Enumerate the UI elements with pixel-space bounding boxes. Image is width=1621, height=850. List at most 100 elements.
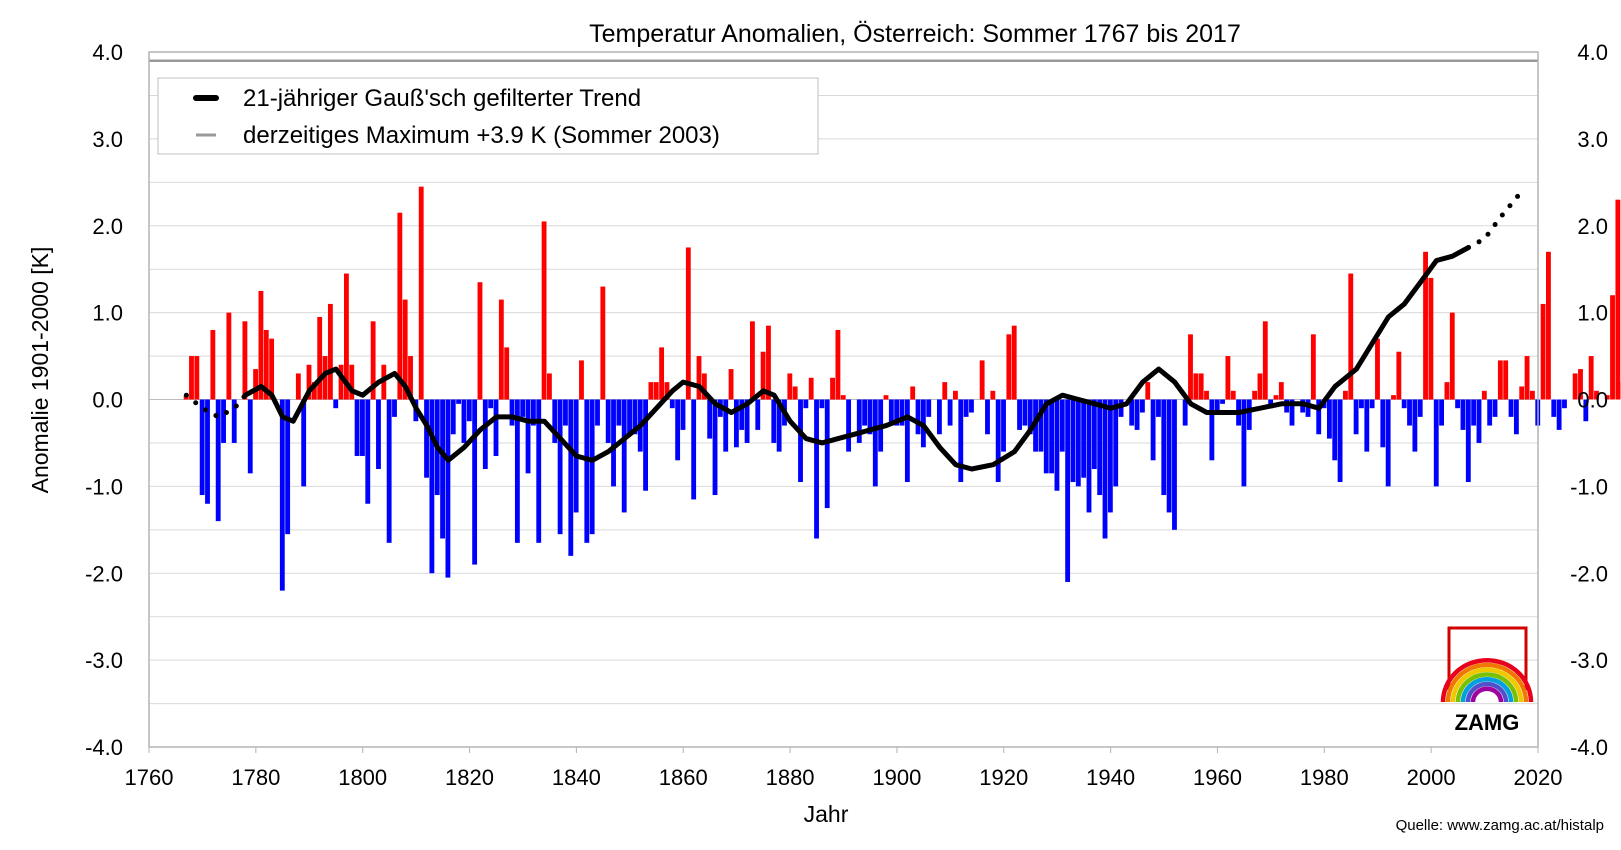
bar-1959 <box>1209 400 1214 461</box>
bar-1913 <box>964 400 969 417</box>
bar-1826 <box>499 300 504 400</box>
bar-2019 <box>1530 391 1535 400</box>
bar-1842 <box>584 400 589 543</box>
bar-1947 <box>1145 382 1150 399</box>
bar-1863 <box>697 356 702 399</box>
bar-2017 <box>1519 386 1524 399</box>
bar-1956 <box>1193 373 1198 399</box>
bar-1876 <box>766 326 771 400</box>
bar-1912 <box>958 400 963 483</box>
bar-1978 <box>1311 334 1316 399</box>
bar-1792 <box>317 317 322 400</box>
bar-1994 <box>1396 352 1401 400</box>
bar-1807 <box>397 213 402 400</box>
bar-1834 <box>542 221 547 399</box>
bar-1935 <box>1081 400 1086 478</box>
x-tick-label: 1840 <box>552 765 601 790</box>
bar-1781 <box>259 291 264 400</box>
x-tick-label: 1820 <box>445 765 494 790</box>
bar-1801 <box>365 400 370 504</box>
bar-1789 <box>301 400 306 487</box>
bar-2023 <box>1551 400 1556 417</box>
bar-2008 <box>1471 400 1476 426</box>
x-tick-label: 1900 <box>872 765 921 790</box>
bar-1771 <box>205 400 210 504</box>
bar-1798 <box>349 365 354 400</box>
bar-1916 <box>980 360 985 399</box>
bar-1889 <box>835 330 840 400</box>
bar-1894 <box>862 400 867 426</box>
bar-1825 <box>494 400 499 456</box>
x-tick-label: 1980 <box>1300 765 1349 790</box>
bar-1903 <box>910 386 915 399</box>
bar-1877 <box>771 400 776 443</box>
bar-1850 <box>627 400 632 435</box>
bar-2002 <box>1439 400 1444 426</box>
x-tick-label: 1920 <box>979 765 1028 790</box>
bar-2000 <box>1428 278 1433 400</box>
bar-1780 <box>253 369 258 399</box>
bar-1908 <box>937 400 942 435</box>
bar-1940 <box>1108 400 1113 513</box>
bar-1920 <box>1001 400 1006 452</box>
bar-2009 <box>1477 400 1482 443</box>
bar-1911 <box>953 391 958 400</box>
bar-1931 <box>1060 400 1065 452</box>
bar-1944 <box>1129 400 1134 426</box>
bar-1949 <box>1156 400 1161 417</box>
bar-1854 <box>649 382 654 399</box>
bar-1828 <box>510 400 515 426</box>
bar-2025 <box>1562 400 1567 409</box>
bar-1886 <box>819 400 824 409</box>
bar-1839 <box>568 400 573 556</box>
bar-2001 <box>1434 400 1439 487</box>
bar-1855 <box>654 382 659 399</box>
y-tick-right: -4.0 <box>1570 735 1608 760</box>
bar-1860 <box>681 400 686 430</box>
x-tick-label: 1760 <box>125 765 174 790</box>
bar-2012 <box>1493 400 1498 417</box>
bar-1887 <box>825 400 830 509</box>
x-tick-label: 1960 <box>1193 765 1242 790</box>
bar-1873 <box>750 321 755 399</box>
bar-1822 <box>478 282 483 399</box>
bar-1844 <box>595 400 600 426</box>
bar-1774 <box>221 400 226 443</box>
bar-1934 <box>1076 400 1081 487</box>
bar-1924 <box>1022 400 1027 426</box>
bar-1917 <box>985 400 990 435</box>
bar-1914 <box>969 400 974 413</box>
bar-1987 <box>1359 400 1364 409</box>
y-tick-left: -2.0 <box>85 561 123 586</box>
bar-1827 <box>504 347 509 399</box>
bar-1957 <box>1199 373 1204 399</box>
bar-1958 <box>1204 391 1209 400</box>
bar-1939 <box>1103 400 1108 539</box>
bar-2035 <box>1615 200 1620 400</box>
bar-1921 <box>1006 334 1011 399</box>
bar-1941 <box>1113 400 1118 487</box>
bar-1952 <box>1172 400 1177 530</box>
bar-1954 <box>1183 400 1188 426</box>
bar-2013 <box>1498 360 1503 399</box>
bar-1830 <box>520 400 525 417</box>
bar-1971 <box>1274 395 1279 399</box>
y-tick-left: -4.0 <box>85 735 123 760</box>
bar-1922 <box>1012 326 1017 400</box>
legend-max-label: derzeitiges Maximum +3.9 K (Sommer 2003) <box>243 122 720 149</box>
bar-1772 <box>210 330 215 400</box>
bar-2011 <box>1487 400 1492 426</box>
bar-1820 <box>467 400 472 422</box>
bar-2014 <box>1503 360 1508 399</box>
bar-1988 <box>1364 400 1369 452</box>
bar-1831 <box>526 400 531 474</box>
y-tick-left: 3.0 <box>92 127 123 152</box>
bar-1950 <box>1161 400 1166 496</box>
bar-1824 <box>488 400 493 409</box>
bar-1838 <box>563 400 568 426</box>
bar-1938 <box>1097 400 1102 496</box>
bar-1815 <box>440 400 445 539</box>
bar-1885 <box>814 400 819 539</box>
bar-1929 <box>1049 400 1054 474</box>
